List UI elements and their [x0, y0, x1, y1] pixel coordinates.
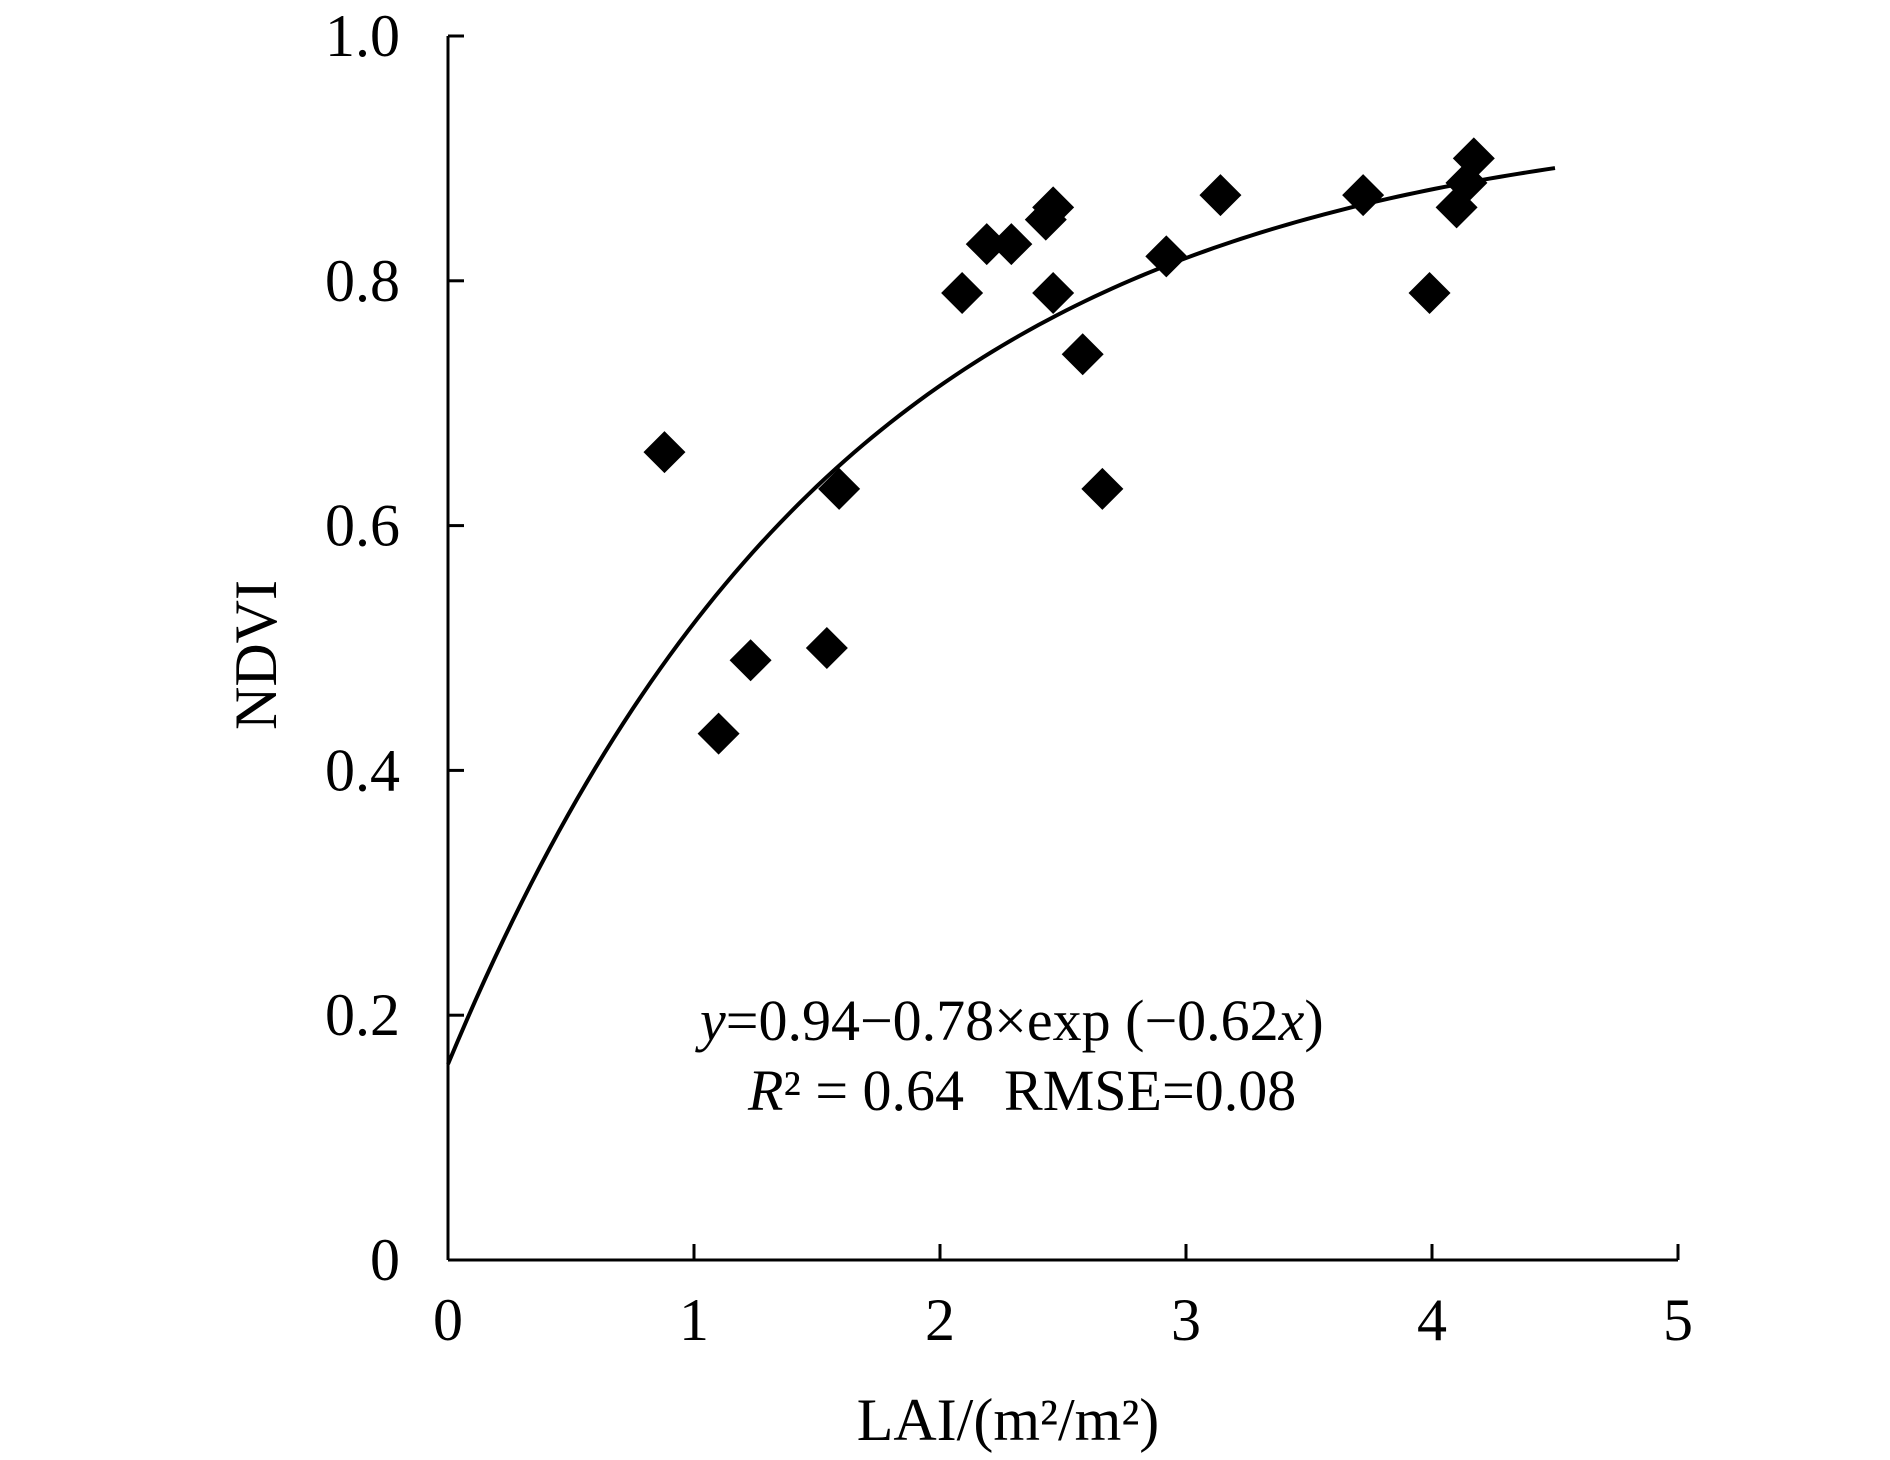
equation-rhs: =0.94−0.78×exp (−0.62	[726, 988, 1279, 1053]
y-tick-label: 0.6	[325, 493, 400, 559]
x-tick-label: 4	[1417, 1287, 1447, 1353]
x-axis-title: LAI/(m²/m²)	[857, 1387, 1160, 1453]
x-ticks: 0 1 2 3 4 5	[433, 1244, 1693, 1353]
y-ticks: 0 0.2 0.4 0.6 0.8 1.0	[325, 3, 464, 1293]
stats-rmse: RMSE=0.08	[1004, 1058, 1296, 1123]
axes	[446, 36, 1678, 1262]
y-axis-title: NDVI	[223, 580, 289, 730]
data-point	[729, 639, 772, 682]
data-point	[1061, 333, 1104, 376]
x-tick-label: 5	[1663, 1287, 1693, 1353]
y-tick-label: 0.8	[325, 248, 400, 314]
data-point	[1032, 186, 1075, 229]
y-tick-label: 0.2	[325, 982, 400, 1048]
data-point	[1145, 235, 1188, 278]
data-point	[1408, 272, 1451, 315]
y-tick-label: 1.0	[325, 3, 400, 69]
data-point	[643, 431, 686, 474]
equation-x-var: x	[1278, 988, 1305, 1053]
fit-equation: y=0.94−0.78×exp (−0.62x)	[695, 988, 1324, 1053]
y-tick-label: 0.4	[325, 737, 400, 803]
data-point	[1032, 272, 1075, 315]
points-layer	[643, 137, 1495, 755]
data-point	[818, 467, 861, 510]
data-point	[697, 712, 740, 755]
x-tick-label: 3	[1171, 1287, 1201, 1353]
data-point	[1081, 467, 1124, 510]
x-tick-label: 1	[679, 1287, 709, 1353]
data-point	[965, 223, 1008, 266]
fit-layer	[446, 166, 1556, 1065]
equation-close: )	[1304, 988, 1323, 1053]
fit-stats: R² = 0.64 RMSE=0.08	[747, 1058, 1296, 1123]
y-tick-label: 0	[370, 1227, 400, 1293]
data-point	[990, 223, 1033, 266]
equation-y-var: y	[695, 988, 726, 1053]
x-tick-label: 2	[925, 1287, 955, 1353]
x-tick-label: 0	[433, 1287, 463, 1353]
data-point	[1342, 174, 1385, 217]
fit-curve	[446, 166, 1556, 1065]
stats-r-var: R	[747, 1058, 783, 1123]
data-point	[1199, 174, 1242, 217]
data-point	[805, 627, 848, 669]
data-point	[1452, 137, 1495, 180]
data-point	[941, 272, 984, 315]
stats-r-value: ² = 0.64	[783, 1058, 964, 1123]
